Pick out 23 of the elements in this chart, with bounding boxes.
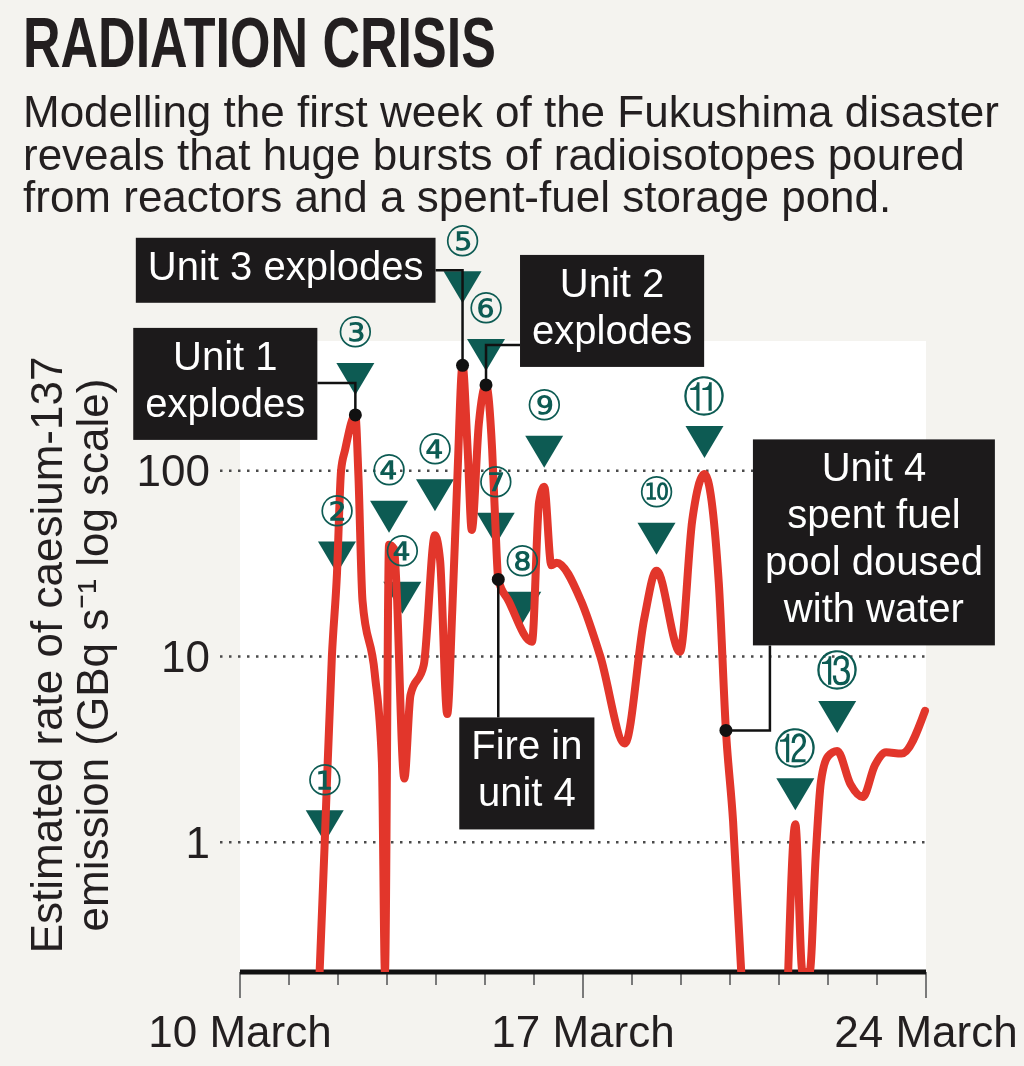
annotation: ③ bbox=[336, 308, 375, 358]
annotation: ⑫ bbox=[774, 723, 817, 773]
annotation: ⑪ bbox=[683, 371, 726, 421]
chart-title: RADIATION CRISIS bbox=[23, 3, 496, 82]
annotation: ⑩ bbox=[637, 468, 676, 518]
annotation: ⑥ bbox=[467, 284, 505, 334]
annotation: ④ bbox=[416, 424, 454, 474]
annotation: ⑨ bbox=[525, 381, 564, 431]
y-axis-title: Estimated rate of caesium-137 emission (GBq s⁻¹ log scale) bbox=[22, 356, 117, 954]
y-tick-label: 10 bbox=[161, 632, 210, 681]
annotation: Unit 4 spent fuel pool doused with water bbox=[764, 445, 983, 631]
chart-subtitle: Modelling the first week of the Fukushima disaster reveals that huge bursts of radioisotopes poured from reactors and a spent-fuel storage pond. bbox=[23, 87, 999, 221]
y-tick-label: 100 bbox=[136, 446, 210, 496]
annotation: Unit 3 explodes bbox=[147, 243, 424, 288]
annotation: Unit 1 explodes bbox=[145, 333, 306, 425]
annotation: Unit 2 explodes bbox=[532, 260, 693, 352]
y-tick-label: 1 bbox=[185, 817, 210, 867]
annotation: ⑬ bbox=[816, 646, 859, 696]
x-tick-label: 10 March bbox=[148, 1007, 332, 1056]
annotation: Fire in unit 4 bbox=[471, 723, 583, 815]
x-tick-label: 17 March bbox=[491, 1007, 675, 1056]
x-tick-label: 24 March bbox=[834, 1007, 1018, 1056]
annotation: ④ bbox=[370, 446, 408, 496]
